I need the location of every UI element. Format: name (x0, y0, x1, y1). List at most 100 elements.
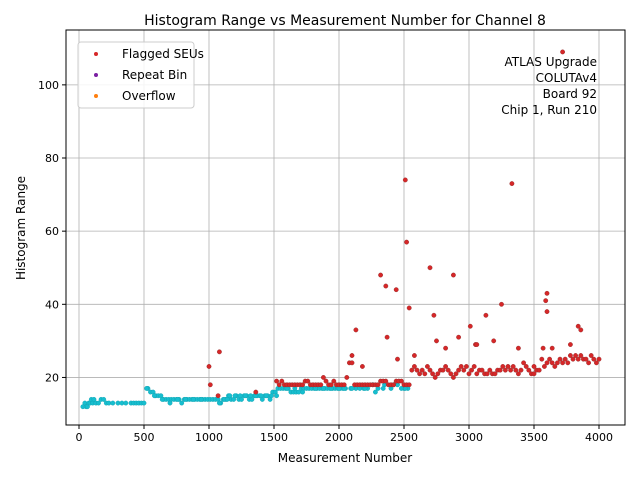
flagged-point (497, 367, 503, 373)
x-tick-label: 1500 (260, 431, 288, 444)
flagged-point (409, 367, 415, 373)
flagged-point (349, 353, 355, 358)
x-axis: 0 500 1000 1500 2000 2500 3000 3500 4000 (76, 425, 613, 444)
normal-point (274, 393, 279, 399)
y-tick-label: 100 (38, 79, 59, 92)
flagged-point (443, 364, 448, 369)
normal-point (263, 393, 269, 399)
x-tick-label: 2500 (390, 431, 418, 444)
flagged-point (565, 360, 571, 366)
flagged-point (305, 378, 311, 384)
normal-point (175, 396, 181, 402)
flagged-point (453, 371, 459, 377)
normal-point (268, 393, 274, 399)
flagged-point (414, 367, 420, 373)
flagged-point (378, 272, 383, 278)
flagged-point (456, 367, 461, 373)
chart-title: Histogram Range vs Measurement Number fo… (144, 13, 546, 29)
flagged-point (570, 356, 576, 362)
flagged-point (586, 360, 591, 366)
flagged-point (531, 364, 537, 369)
flagged-point (505, 364, 511, 369)
x-axis-label: Measurement Number (278, 451, 412, 465)
flagged-point (578, 353, 584, 358)
flagged-point (596, 356, 602, 362)
flagged-point (323, 378, 329, 384)
flagged-point (417, 371, 422, 377)
x-tick-label: 1000 (195, 431, 223, 444)
flagged-point (594, 360, 599, 366)
flagged-point (536, 367, 542, 373)
flagged-point (375, 382, 381, 388)
normal-point (232, 393, 238, 399)
flagged-point (568, 353, 573, 358)
flagged-point (445, 367, 451, 373)
flagged-point (552, 364, 558, 369)
flagged-point (353, 327, 359, 333)
flagged-point (484, 371, 490, 377)
flagged-point (404, 239, 409, 245)
flagged-point (518, 367, 524, 373)
flagged-point (516, 345, 521, 351)
flagged-point (274, 378, 279, 384)
flagged-point (575, 356, 581, 362)
legend-marker-overflow (94, 94, 98, 98)
flagged-point (341, 382, 347, 388)
flagged-point (215, 393, 221, 399)
flagged-point (547, 356, 552, 362)
normal-point (380, 386, 386, 391)
flagged-point (502, 367, 508, 373)
flagged-point (300, 382, 305, 388)
x-tick-label: 3000 (455, 431, 483, 444)
flagged-point (276, 382, 282, 388)
flagged-point (427, 265, 433, 271)
flagged-point (583, 356, 589, 362)
flagged-point (456, 334, 461, 340)
x-tick-label: 2000 (325, 431, 353, 444)
run-annotation: ATLAS Upgrade COLUTAv4 Board 92 Chip 1, … (501, 55, 597, 117)
flagged-point (443, 345, 448, 351)
flagged-point (474, 342, 480, 347)
flagged-point (469, 367, 474, 373)
y-tick-label: 80 (45, 152, 59, 165)
flagged-point (510, 364, 516, 369)
flagged-point (432, 375, 438, 380)
legend-label-flagged-seus: Flagged SEUs (122, 47, 204, 61)
flagged-point (344, 375, 350, 380)
normal-point (198, 396, 204, 402)
flagged-point (499, 301, 504, 307)
y-axis: 20 40 60 80 100 (38, 79, 66, 384)
flagged-point (411, 364, 417, 369)
flagged-point (513, 367, 519, 373)
flagged-point (424, 364, 430, 369)
flagged-point (487, 367, 493, 373)
flagged-point (458, 364, 464, 369)
flagged-point (560, 49, 565, 55)
flagged-point (422, 371, 428, 377)
flagged-point (328, 382, 334, 388)
normal-point (110, 400, 116, 406)
flagged-point (544, 360, 550, 366)
flagged-point (406, 382, 412, 388)
flagged-point (391, 382, 396, 388)
flagged-point (557, 356, 563, 362)
x-tick-label: 500 (134, 431, 155, 444)
normal-point (144, 386, 150, 391)
legend-box (77, 41, 195, 109)
flagged-point (430, 371, 435, 377)
normal-point (159, 396, 165, 402)
flagged-point (523, 364, 529, 369)
flagged-point (491, 338, 497, 344)
y-tick-label: 40 (45, 298, 59, 311)
x-tick-label: 3500 (520, 431, 548, 444)
normal-point (91, 396, 97, 402)
x-tick-label: 4000 (585, 431, 613, 444)
y-tick-label: 20 (45, 371, 59, 384)
flagged-point (279, 378, 285, 384)
annotation-line-4: Chip 1, Run 210 (501, 103, 597, 117)
normal-point (216, 400, 222, 406)
y-tick-label: 60 (45, 225, 59, 238)
flagged-point (474, 371, 480, 377)
flagged-point (434, 338, 439, 344)
